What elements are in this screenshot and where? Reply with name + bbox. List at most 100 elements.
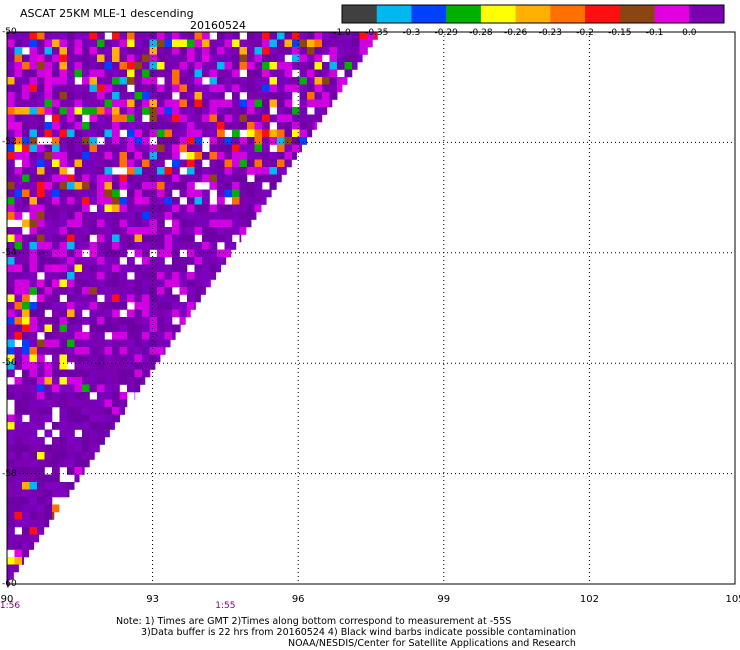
swath-cell [112,92,120,100]
swath-cell [7,32,15,40]
swath-cell [7,452,15,460]
swath-cell [67,234,75,243]
swath-cell [329,84,338,93]
swath-cell [172,234,180,243]
swath-cell [284,107,293,115]
swath-cell [7,467,15,475]
swath-cell [97,107,105,115]
swath-cell [44,369,53,378]
swath-cell [37,287,45,295]
swath-cell [254,189,263,198]
swath-cell [74,174,83,183]
swath-cell [112,219,120,228]
swath-cell [307,92,315,100]
swath-cell [89,317,98,325]
swath-cell [7,557,15,565]
swath-cell [22,294,30,303]
swath-cell [37,317,45,325]
swath-cell [217,47,225,55]
swath-cell [44,249,53,258]
swath-cell [299,62,308,70]
swath-cell [202,234,210,243]
swath-cell [194,219,203,228]
swath-cell [127,107,135,115]
swath-cell [52,257,60,265]
swath-cell [254,137,263,145]
swath-cell [52,167,60,175]
swath-cell [127,92,135,100]
swath-cell [149,189,158,198]
swath-cell [277,47,285,55]
swath-cell [74,84,83,93]
swath-cell [254,84,263,93]
swath-cell [149,32,158,40]
swath-cell [29,129,38,138]
swath-cell [89,309,98,318]
swath-cell [209,152,218,160]
swath-cell [14,437,23,445]
swath-cell [209,99,218,108]
swath-cell [7,489,15,498]
swath-cell [127,189,135,198]
swath-cell [329,39,338,48]
swath-cell [112,407,120,415]
swath-cell [29,32,38,40]
swath-cell [52,459,60,468]
swath-cell [22,39,30,48]
time-label: 1:56 [0,601,21,611]
swath-cell [97,317,105,325]
swath-cell [164,114,173,123]
swath-cell [112,257,120,265]
swath-cell [247,212,255,220]
swath-cell [172,114,180,123]
swath-cell [269,39,278,48]
swath-cell [104,339,113,348]
swath-cell [202,249,210,258]
swath-cell [22,287,30,295]
swath-cell [224,257,227,265]
swath-cell [149,257,158,265]
swath-cell [217,144,225,153]
swath-cell [22,489,30,498]
swath-cell [239,234,242,243]
swath-cell [127,332,135,340]
swath-cell [217,69,225,78]
swath-cell [89,279,98,288]
swath-cell [7,257,15,265]
swath-cell [29,534,38,543]
swath-cell [202,257,210,265]
swath-cell [44,99,53,108]
swath-cell [119,332,128,340]
swath-cell [172,182,180,190]
swath-cell [44,512,53,520]
swath-cell [284,32,293,40]
swath-cell [29,497,38,505]
swath-cell [127,212,135,220]
swath-cell [22,429,30,438]
swath-cell [89,167,98,175]
swath-cell [157,242,165,250]
colorbar-label: -0.1 [645,28,664,38]
swath-cell [29,339,38,348]
swath-cell [104,302,113,310]
swath-cell [277,92,285,100]
swath-cell [7,144,15,153]
swath-cell [89,69,98,78]
swath-cell [142,339,150,348]
swath-cell [104,287,113,295]
swath-cell [67,264,75,273]
swath-cell [262,114,270,123]
swath-cell [269,152,278,160]
swath-cell [217,182,225,190]
swath-cell [97,54,105,63]
swath-cell [44,317,53,325]
swath-cell [277,159,285,168]
swath-cell [97,332,105,340]
swath-cell [29,377,38,385]
swath-cell [7,107,15,115]
swath-cell [134,264,143,273]
swath-cell [89,77,98,85]
swath-cell [112,377,120,385]
swath-cell [119,62,128,70]
